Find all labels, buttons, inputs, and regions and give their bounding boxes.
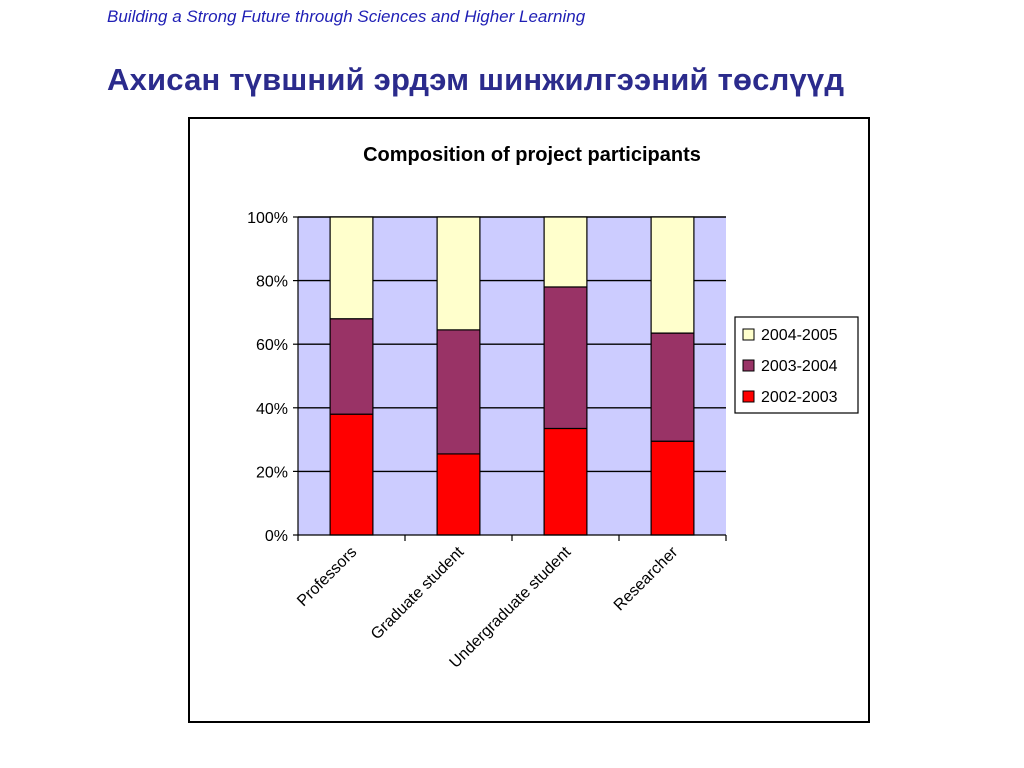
legend-label: 2003-2004 [761,358,838,375]
bar-segment [329,413,374,536]
y-tick-label: 80% [256,274,288,291]
x-category-label: Researcher [611,543,682,614]
bar-segment [436,329,481,455]
tagline: Building a Strong Future through Science… [107,7,586,26]
y-tick-label: 100% [247,210,288,227]
y-tick-label: 40% [256,401,288,418]
bar-segment [543,427,588,536]
bar-segment [329,216,374,320]
bar-segment [543,286,588,430]
chart-frame: Composition of project participants 0% 20… [188,117,870,723]
bar-segment [650,332,695,442]
bar-segment [436,453,481,536]
slide-title: Ахисан түвшний эрдэм шинжилгээний төслүү… [107,62,845,97]
legend-box [734,316,859,414]
legend-swatch [742,328,755,341]
chart-title: Composition of project participants [363,144,701,166]
x-category-label: Professors [294,544,360,610]
x-category-label: Graduate student [368,543,468,643]
legend: 2004-2005 2003-2004 2002-2003 [734,316,859,414]
x-category-label: Undergraduate student [447,543,575,671]
bar-segment [650,216,695,334]
bar-segment [543,216,588,288]
bar-segment [329,318,374,415]
y-tick-label: 0% [265,528,288,545]
bars [329,216,695,536]
legend-swatch [742,390,755,403]
bar-segment [650,440,695,536]
legend-swatch [742,359,755,372]
y-tick-label: 20% [256,464,288,481]
legend-label: 2002-2003 [761,389,838,406]
bar-segment [436,216,481,331]
stacked-bar-chart: Composition of project participants 0% 20… [247,144,859,672]
legend-label: 2004-2005 [761,327,838,344]
y-tick-label: 60% [256,337,288,354]
